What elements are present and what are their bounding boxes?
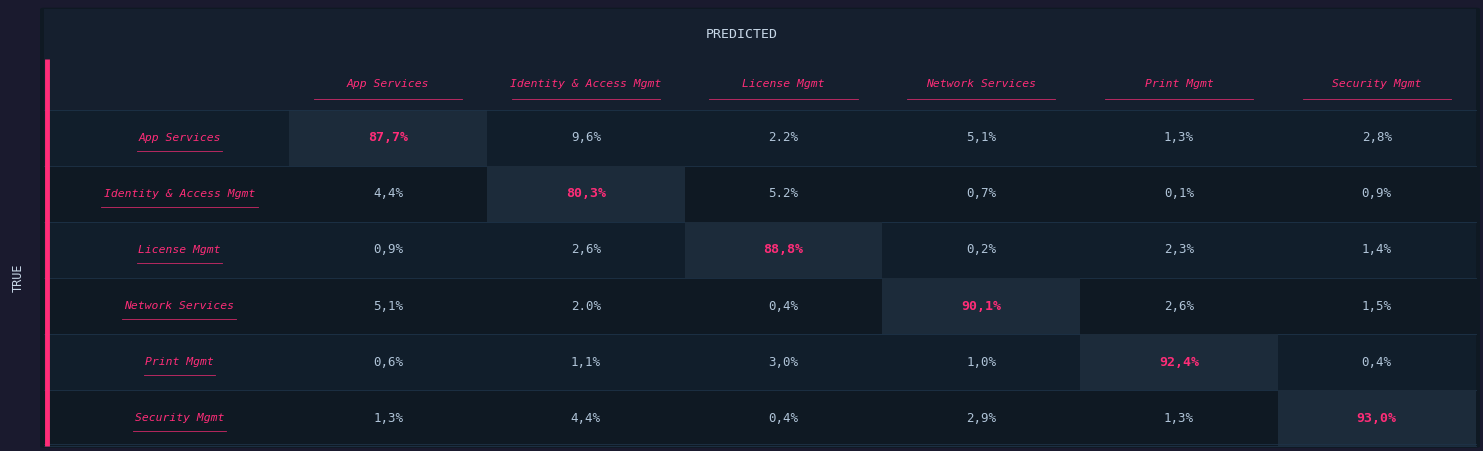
Text: 0,1%: 0,1% <box>1164 187 1194 200</box>
Text: 0,2%: 0,2% <box>967 244 997 257</box>
Text: Identity & Access Mgmt: Identity & Access Mgmt <box>104 189 255 199</box>
Bar <box>486 166 685 222</box>
Text: Identity & Access Mgmt: Identity & Access Mgmt <box>510 79 661 89</box>
Text: 0,7%: 0,7% <box>967 187 997 200</box>
Text: 2,8%: 2,8% <box>1361 131 1391 144</box>
Text: 9,6%: 9,6% <box>571 131 601 144</box>
Text: 1,3%: 1,3% <box>1164 412 1194 425</box>
Text: 1,5%: 1,5% <box>1361 299 1391 313</box>
Text: Print Mgmt: Print Mgmt <box>1145 79 1213 89</box>
Bar <box>44 334 1476 391</box>
Text: 1,4%: 1,4% <box>1361 244 1391 257</box>
Text: 2.0%: 2.0% <box>571 299 601 313</box>
Text: TRUE: TRUE <box>12 264 24 292</box>
Text: 4,4%: 4,4% <box>571 412 601 425</box>
Bar <box>44 60 1476 110</box>
Text: 0,4%: 0,4% <box>768 412 798 425</box>
Bar <box>44 9 1476 60</box>
Bar <box>882 278 1080 334</box>
FancyBboxPatch shape <box>40 8 1480 448</box>
Text: 0,4%: 0,4% <box>768 299 798 313</box>
Text: 93,0%: 93,0% <box>1357 412 1397 425</box>
Text: 80,3%: 80,3% <box>567 187 605 200</box>
Bar <box>44 278 1476 334</box>
Text: 87,7%: 87,7% <box>368 131 408 144</box>
Text: 1,0%: 1,0% <box>967 356 997 369</box>
Text: 1,3%: 1,3% <box>1164 131 1194 144</box>
Text: 88,8%: 88,8% <box>764 244 804 257</box>
Bar <box>44 222 1476 278</box>
Text: 3,0%: 3,0% <box>768 356 798 369</box>
Bar <box>289 110 486 166</box>
Text: 1,3%: 1,3% <box>374 412 403 425</box>
Text: 2,6%: 2,6% <box>571 244 601 257</box>
Text: 0,4%: 0,4% <box>1361 356 1391 369</box>
Text: 1,1%: 1,1% <box>571 356 601 369</box>
Text: Network Services: Network Services <box>125 301 234 311</box>
Bar <box>44 391 1476 446</box>
Bar <box>1278 391 1476 446</box>
Bar <box>44 166 1476 222</box>
Text: 0,9%: 0,9% <box>374 244 403 257</box>
Bar <box>1080 334 1278 391</box>
Text: 2.2%: 2.2% <box>768 131 798 144</box>
Bar <box>44 110 1476 166</box>
Text: Security Mgmt: Security Mgmt <box>1332 79 1421 89</box>
Text: 4,4%: 4,4% <box>374 187 403 200</box>
Text: 5,1%: 5,1% <box>967 131 997 144</box>
Text: App Services: App Services <box>347 79 429 89</box>
Text: 5,1%: 5,1% <box>374 299 403 313</box>
Text: 2,3%: 2,3% <box>1164 244 1194 257</box>
Text: Security Mgmt: Security Mgmt <box>135 414 224 423</box>
Text: Network Services: Network Services <box>927 79 1037 89</box>
Text: 90,1%: 90,1% <box>961 299 1001 313</box>
Bar <box>685 222 882 278</box>
Text: App Services: App Services <box>138 133 221 143</box>
Text: License Mgmt: License Mgmt <box>138 245 221 255</box>
Text: 0,6%: 0,6% <box>374 356 403 369</box>
Text: 92,4%: 92,4% <box>1160 356 1198 369</box>
Text: 2,6%: 2,6% <box>1164 299 1194 313</box>
Text: 5.2%: 5.2% <box>768 187 798 200</box>
Text: 0,9%: 0,9% <box>1361 187 1391 200</box>
Text: PREDICTED: PREDICTED <box>706 28 777 41</box>
Text: Print Mgmt: Print Mgmt <box>145 357 214 367</box>
Text: 2,9%: 2,9% <box>967 412 997 425</box>
Text: License Mgmt: License Mgmt <box>743 79 825 89</box>
